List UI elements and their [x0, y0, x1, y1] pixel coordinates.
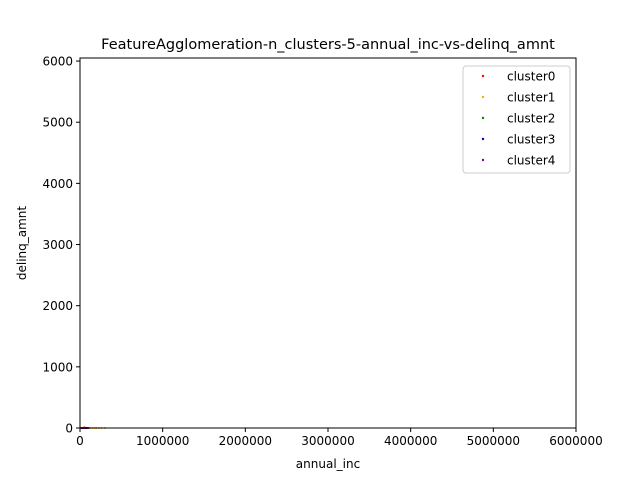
y-tick-label: 5000: [42, 116, 73, 130]
y-tick-label: 6000: [42, 55, 73, 69]
x-tick-label: 3000000: [301, 434, 354, 448]
x-axis-label: annual_inc: [296, 457, 360, 471]
y-tick-label: 3000: [42, 238, 73, 252]
legend-marker-cluster2: [481, 116, 485, 120]
x-tick-label: 1000000: [136, 434, 189, 448]
y-tick-label: 2000: [42, 299, 73, 313]
x-tick-label: 5000000: [467, 434, 520, 448]
legend-label-cluster2: cluster2: [507, 112, 555, 126]
y-tick-label: 0: [65, 422, 73, 436]
legend-marker-cluster1: [481, 95, 485, 99]
legend-marker-cluster4: [481, 158, 485, 162]
y-axis-ticks: 0 1000 2000 3000 4000 5000 6000: [42, 55, 80, 436]
legend-label-cluster4: cluster4: [507, 154, 555, 168]
x-tick-label: 6000000: [549, 434, 602, 448]
y-tick-label: 4000: [42, 177, 73, 191]
legend-label-cluster0: cluster0: [507, 70, 555, 84]
x-tick-label: 2000000: [219, 434, 272, 448]
y-axis-label: delinq_amnt: [15, 206, 29, 281]
x-tick-label: 4000000: [384, 434, 437, 448]
legend-marker-cluster3: [481, 137, 485, 141]
chart-title: FeatureAgglomeration-n_clusters-5-annual…: [101, 37, 555, 53]
x-axis-ticks: 0 1000000 2000000 3000000 4000000 5000000 6000…: [76, 428, 603, 448]
legend-box: [462, 65, 571, 174]
legend: cluster0 cluster1 cluster2 cluster3 cluster4: [462, 65, 571, 174]
y-tick-label: 1000: [42, 360, 73, 374]
x-tick-label: 0: [76, 434, 84, 448]
legend-marker-cluster0: [481, 74, 485, 78]
legend-label-cluster1: cluster1: [507, 91, 555, 105]
legend-label-cluster3: cluster3: [507, 133, 555, 147]
